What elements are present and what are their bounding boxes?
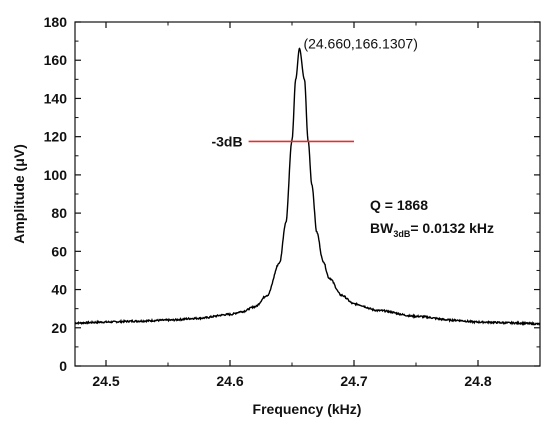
x-axis-label: Frequency (kHz) bbox=[253, 401, 362, 417]
x-tick-label: 24.7 bbox=[340, 373, 367, 389]
peak-label: (24.660,166.1307) bbox=[303, 36, 417, 52]
y-tick-label: 140 bbox=[44, 90, 68, 106]
x-axis-ticks: 24.5 24.6 24.7 24.8 bbox=[92, 22, 541, 389]
x-tick-label: 24.6 bbox=[216, 373, 243, 389]
bw-suffix: = 0.0132 kHz bbox=[410, 220, 494, 236]
y-tick-label: 160 bbox=[44, 52, 68, 68]
y-axis-label: Amplitude (μV) bbox=[11, 144, 27, 244]
y-tick-label: 100 bbox=[44, 167, 68, 183]
y-tick-label: 40 bbox=[51, 282, 67, 298]
y-tick-label: 120 bbox=[44, 129, 68, 145]
x-tick-label: 24.8 bbox=[464, 373, 491, 389]
plot-frame bbox=[74, 21, 541, 367]
bw-prefix: BW bbox=[370, 220, 394, 236]
q-factor-label: Q = 1868 bbox=[370, 197, 428, 213]
bandwidth-label: BW3dB= 0.0132 kHz bbox=[370, 220, 494, 239]
y-tick-label: 0 bbox=[59, 358, 67, 374]
y-tick-label: 80 bbox=[51, 205, 67, 221]
y-tick-label: 180 bbox=[44, 14, 68, 30]
x-tick-label: 24.5 bbox=[92, 373, 119, 389]
y-tick-label: 20 bbox=[51, 320, 67, 336]
series-line-amplitude bbox=[74, 47, 541, 326]
y-tick-label: 60 bbox=[51, 243, 67, 259]
minus-3db-label: -3dB bbox=[211, 133, 242, 149]
bw-subscript: 3dB bbox=[393, 229, 411, 239]
y-axis-ticks: 0 20 40 60 80 100 120 140 160 180 bbox=[44, 14, 540, 374]
